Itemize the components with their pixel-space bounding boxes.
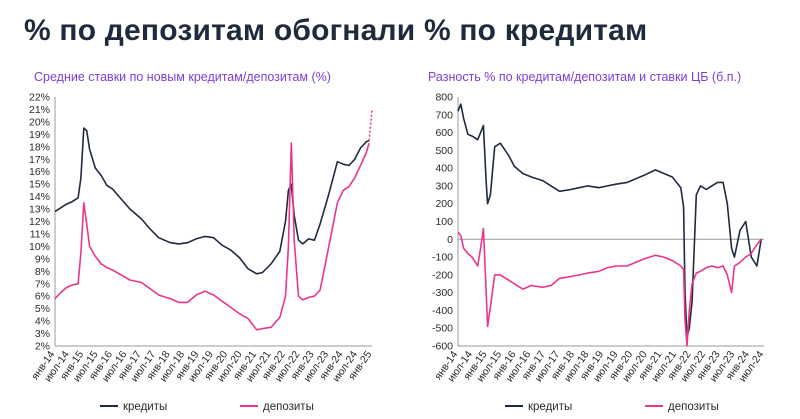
- y-tick-label: 700: [435, 109, 453, 121]
- chart1-title: Средние ставки по новым кредитам/депозит…: [34, 70, 331, 84]
- y-tick-label: 0: [447, 234, 453, 246]
- y-tick-label: 14%: [29, 191, 50, 203]
- y-tick-label: -300: [432, 287, 453, 299]
- y-tick-label: 100: [435, 216, 453, 228]
- y-tick-label: -400: [432, 305, 453, 317]
- y-tick-label: 8%: [35, 266, 50, 278]
- y-tick-label: 10%: [29, 241, 50, 253]
- y-tick-label: -500: [432, 323, 453, 335]
- series-line-credits: [54, 127, 370, 275]
- legend-label-credits: кредиты: [528, 401, 572, 413]
- y-tick-label: 11%: [30, 228, 50, 240]
- y-tick-label: 3%: [35, 328, 50, 340]
- y-tick-label: 21%: [29, 104, 50, 116]
- y-tick-label: 9%: [35, 253, 50, 265]
- y-tick-label: 4%: [35, 316, 50, 328]
- legend-label-credits: кредиты: [123, 401, 167, 413]
- y-tick-label: 15%: [29, 179, 50, 191]
- legend-label-deposits: депозиты: [668, 401, 719, 413]
- series-line-credits: [457, 103, 762, 338]
- y-tick-label: 12%: [29, 216, 50, 228]
- y-tick-label: 16%: [29, 166, 50, 178]
- y-tick-label: 18%: [29, 141, 50, 153]
- y-tick-label: -100: [432, 252, 453, 264]
- legend-label-deposits: депозиты: [263, 401, 314, 413]
- y-tick-label: 600: [435, 127, 453, 139]
- series-line-deposits: [54, 142, 370, 331]
- y-tick-label: 17%: [29, 154, 50, 166]
- y-tick-label: 500: [435, 145, 453, 157]
- y-tick-label: 400: [435, 163, 453, 175]
- page-title: % по депозитам обогнали % по кредитам: [24, 14, 648, 47]
- chart2-title: Разность % по кредитам/депозитам и ставк…: [428, 70, 742, 84]
- series-line-deposits: [457, 227, 762, 347]
- y-tick-label: 22%: [29, 92, 50, 104]
- y-tick-label: 20%: [29, 116, 50, 128]
- y-tick-label: 200: [435, 198, 453, 210]
- y-tick-label: 2%: [35, 341, 50, 353]
- y-tick-label: 5%: [35, 303, 50, 315]
- chart1-rates: 2%3%4%5%6%7%8%9%10%11%12%13%14%15%16%17%…: [29, 92, 375, 414]
- y-tick-label: 6%: [35, 291, 50, 303]
- y-tick-label: 19%: [29, 129, 50, 141]
- forecast-line: [368, 109, 373, 141]
- y-tick-label: 800: [435, 92, 453, 104]
- y-tick-label: 13%: [29, 204, 50, 216]
- y-tick-label: 7%: [35, 278, 50, 290]
- y-tick-label: 300: [435, 180, 453, 192]
- y-tick-label: -600: [432, 341, 453, 353]
- y-tick-label: -200: [432, 269, 453, 281]
